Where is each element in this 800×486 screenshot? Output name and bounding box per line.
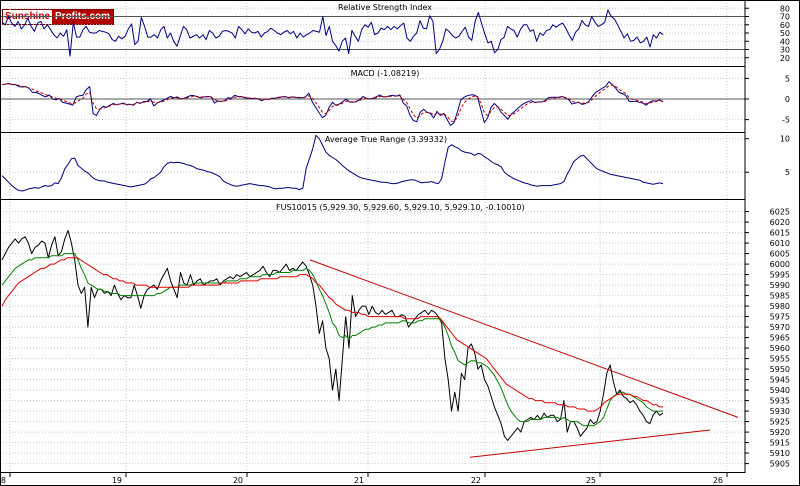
x-tick-label: 25 [586, 476, 596, 485]
price-ytick-label: 5915 [770, 439, 790, 448]
price-ytick-label: 5920 [770, 428, 790, 437]
rsi-ytick-label: 80 [780, 4, 790, 13]
rsi-ytick-label: 50 [780, 29, 790, 38]
x-tick-label: 21 [354, 476, 364, 485]
macd-ytick-label: 0 [785, 95, 790, 104]
price-ytick-label: 5945 [770, 376, 790, 385]
price-ytick-label: 5995 [770, 271, 790, 280]
atr-title: Average True Range (3.39332) [325, 135, 447, 144]
price-ytick-label: 5985 [770, 292, 790, 301]
price-trendline-1 [469, 429, 711, 458]
x-tick-label: 20 [233, 476, 243, 485]
macd-ytick-label: 5 [785, 74, 790, 83]
price-ytick-label: 5955 [770, 355, 790, 364]
price-ytick-label: 5960 [770, 344, 790, 353]
x-tick-label: 22 [471, 476, 481, 485]
x-tick-label: 19 [112, 476, 122, 485]
x-tick-label: 18 [0, 476, 6, 485]
rsi-series-0 [1, 9, 664, 57]
price-ytick-label: 6010 [770, 239, 790, 248]
macd-series-0 [1, 81, 664, 126]
price-ytick-label: 6000 [770, 260, 790, 269]
rsi-title: Relative Strength Index [338, 3, 432, 12]
atr-panel: 10 5 [0, 132, 790, 200]
price-ytick-label: 5990 [770, 281, 790, 290]
price-title: FUS10015 (5,929.30, 5,929.60, 5,929.10, … [276, 203, 525, 212]
x-tick-label: 26 [713, 476, 723, 485]
rsi-ytick-label: 60 [780, 21, 790, 30]
price-ytick-label: 5965 [770, 334, 790, 343]
macd-ytick-label: -5 [782, 116, 790, 125]
rsi-ytick-label: 70 [780, 13, 790, 22]
atr-ytick-label: 10 [780, 135, 790, 144]
price-ytick-label: 6025 [770, 208, 790, 217]
rsi-ytick-label: 30 [780, 46, 790, 55]
price-ytick-label: 5975 [770, 313, 790, 322]
price-ytick-label: 5935 [770, 397, 790, 406]
price-trendline-0 [309, 259, 739, 418]
price-ytick-label: 5950 [770, 365, 790, 374]
price-series-2 [1, 257, 663, 412]
price-ytick-label: 5925 [770, 418, 790, 427]
price-ytick-label: 5930 [770, 407, 790, 416]
atr-ytick-label: 5 [785, 168, 790, 177]
price-series-1 [1, 253, 663, 427]
price-series-0 [1, 230, 664, 441]
price-panel-frame [0, 199, 746, 473]
price-ytick-label: 6005 [770, 250, 790, 259]
price-ytick-label: 5910 [770, 449, 790, 458]
macd-title: MACD (-1.08219) [351, 69, 420, 78]
price-ytick-label: 6020 [770, 218, 790, 227]
atr-series-0 [1, 134, 664, 192]
price-ytick-label: 5970 [770, 323, 790, 332]
price-ytick-label: 6015 [770, 229, 790, 238]
rsi-ytick-label: 20 [780, 54, 790, 63]
rsi-ytick-label: 40 [780, 37, 790, 46]
price-ytick-label: 5905 [770, 460, 790, 469]
price-ytick-label: 5980 [770, 302, 790, 311]
macd-series-1 [1, 83, 664, 123]
price-ytick-label: 5940 [770, 386, 790, 395]
